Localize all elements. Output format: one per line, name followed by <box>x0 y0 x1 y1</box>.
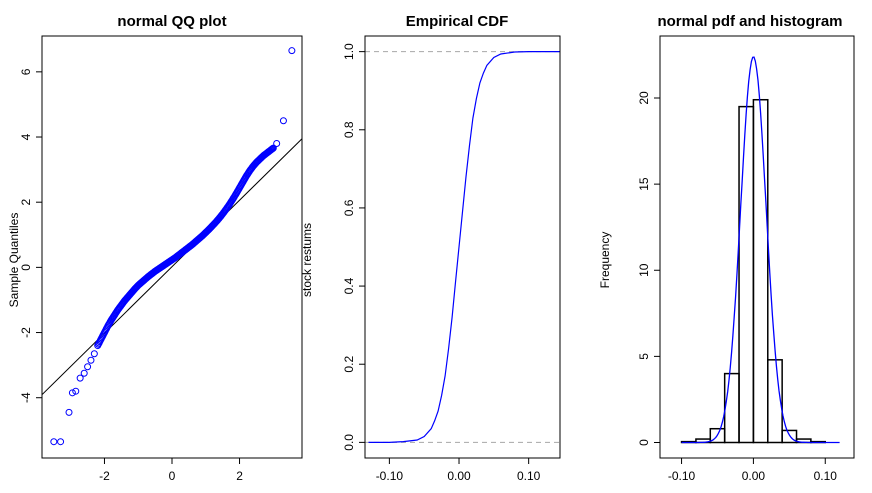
qq-plot-area: -2 0 2 -4 -2 0 2 4 6 <box>19 47 302 483</box>
hist-x-tick-label: 0.00 <box>742 469 766 483</box>
hist-y-tick-label: 20 <box>637 91 651 105</box>
hist-title: normal pdf and histogram <box>657 13 842 30</box>
ecdf-line <box>368 50 560 443</box>
ecdf-x-tick-label: 0.00 <box>447 469 471 483</box>
ecdf-frame <box>364 35 561 459</box>
qq-y-tick-label: -4 <box>19 392 33 403</box>
qq-panel: normal QQ plot Sample Quantiles -2 0 2-4-2… <box>7 13 303 483</box>
qq-reference-line <box>42 138 302 396</box>
qq-point <box>87 356 95 364</box>
qq-point <box>84 363 92 371</box>
qq-frame <box>41 35 303 459</box>
qq-x-tick-label: 0 <box>169 469 176 483</box>
hist-y-axis-label: Frequency <box>598 232 612 289</box>
qq-x-tick-label: 2 <box>236 469 243 483</box>
hist-bar <box>752 98 769 444</box>
hist-pdf-curve <box>681 56 840 444</box>
ecdf-x-tick-label: 0.10 <box>517 469 541 483</box>
qq-y-tick-label: 4 <box>19 133 33 140</box>
qq-point <box>279 117 287 125</box>
hist-y-tick-label: 0 <box>637 439 651 446</box>
hist-frame <box>659 35 855 459</box>
hist-y-tick-label: 15 <box>637 177 651 191</box>
hist-x-tick-label: 0.10 <box>814 469 838 483</box>
hist-bar <box>723 372 740 444</box>
hist-y-tick-label: 5 <box>637 353 651 360</box>
qq-point <box>273 140 281 148</box>
ecdf-y-tick-label: 0.4 <box>342 277 356 294</box>
hist-bar <box>781 429 798 444</box>
qq-point <box>50 438 58 446</box>
ecdf-y-tick-label: 0.2 <box>342 356 356 373</box>
hist-panel: normal pdf and histogram Frequency -0.10… <box>598 13 855 483</box>
qq-point <box>288 47 296 55</box>
ecdf-y-tick-label: 0.8 <box>342 121 356 138</box>
ecdf-plot-area: -0.10 0.00 0.10 0.0 0.2 0.4 0.6 0.8 1.0 <box>342 43 560 483</box>
qq-point <box>72 387 80 395</box>
qq-y-tick-label: 0 <box>19 264 33 271</box>
qq-point <box>269 144 277 152</box>
qq-y-tick-label: 6 <box>19 68 33 75</box>
qq-point <box>80 369 88 377</box>
qq-point <box>65 408 73 416</box>
ecdf-title: Empirical CDF <box>406 13 509 30</box>
hist-bar <box>767 359 783 444</box>
hist-x-tick-label: -0.10 <box>668 469 696 483</box>
qq-point <box>57 438 65 446</box>
ecdf-panel: Empirical CDF stock restums -0.10 0.00 0.1… <box>300 13 561 483</box>
hist-y-tick-label: 10 <box>637 263 651 277</box>
qq-x-tick-label: -2 <box>99 469 110 483</box>
ecdf-y-tick-label: 0.6 <box>342 199 356 216</box>
qq-y-tick-label: 2 <box>19 199 33 206</box>
hist-plot-area: -0.10 0.00 0.10 0 5 10 15 20 <box>637 56 840 483</box>
ecdf-y-axis-label: stock restums <box>300 223 314 297</box>
qq-y-axis-label: Sample Quantiles <box>7 213 21 308</box>
ecdf-y-tick-label: 0.0 <box>342 434 356 451</box>
qq-point <box>68 389 76 397</box>
ecdf-y-tick-label: 1.0 <box>342 43 356 60</box>
qq-point <box>90 350 98 358</box>
ecdf-x-tick-label: -0.10 <box>376 469 404 483</box>
hist-bar <box>738 105 755 444</box>
qq-point <box>76 374 84 382</box>
qq-title: normal QQ plot <box>117 13 226 30</box>
qq-y-tick-label: -2 <box>19 327 33 338</box>
